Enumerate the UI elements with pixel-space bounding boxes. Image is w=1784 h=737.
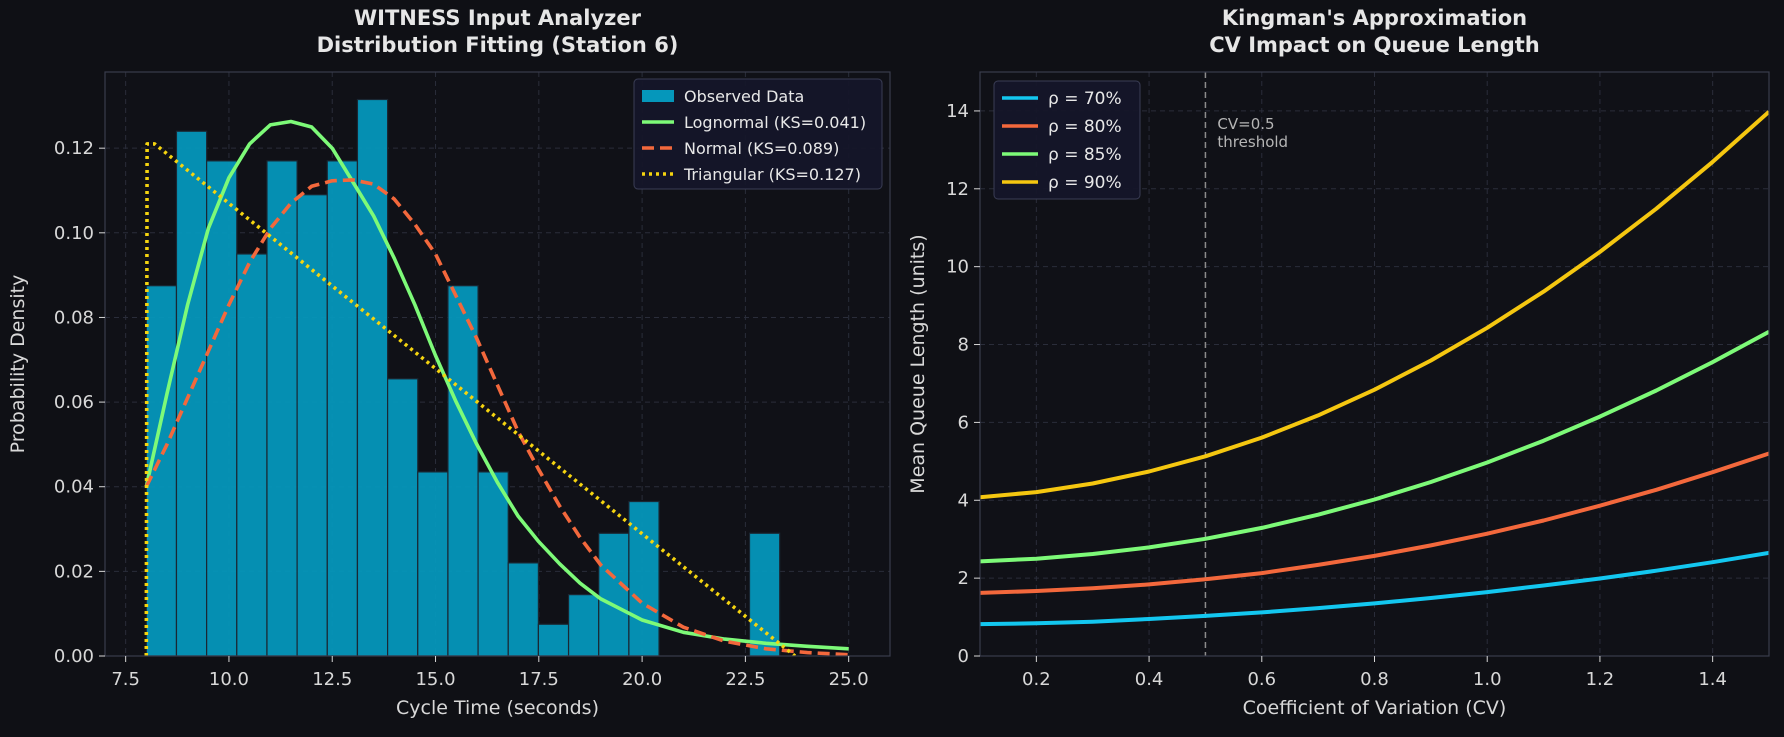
axes-frame — [104, 71, 891, 657]
histogram-bar — [236, 253, 268, 656]
y-tick-label: 0.02 — [54, 561, 94, 582]
x-tick-label: 1.2 — [1586, 669, 1615, 690]
series-line — [980, 110, 1769, 500]
histogram-bar — [296, 194, 328, 656]
series-line — [144, 119, 849, 651]
y-axis-label: Mean Queue Length (units) — [907, 234, 929, 493]
y-tick-label: 0.08 — [54, 307, 94, 328]
y-tick-label: 10 — [946, 257, 969, 278]
histogram-bar — [447, 285, 479, 656]
x-tick-label: 25.0 — [829, 669, 869, 690]
legend-label: ρ = 70% — [1048, 89, 1122, 109]
legend-label: Observed Data — [684, 87, 804, 106]
x-tick-label: 0.6 — [1247, 669, 1276, 690]
grid — [980, 72, 1769, 657]
x-tick-label: 22.5 — [725, 669, 765, 690]
legend: Observed Data Lognormal (KS=0.041) Normal … — [633, 78, 883, 190]
histogram-bar — [598, 532, 630, 656]
legend-box — [993, 80, 1141, 200]
y-tick-label: 0.10 — [54, 223, 94, 244]
histogram-bar — [175, 130, 208, 656]
series-line — [980, 451, 1769, 595]
histogram-bar — [567, 594, 600, 656]
x-tick-label: 15.0 — [415, 669, 455, 690]
x-tick-label: 12.5 — [312, 669, 352, 690]
series-line — [144, 178, 849, 656]
plot-content — [980, 72, 1769, 656]
plot-content — [144, 98, 849, 656]
x-tick-label: 17.5 — [519, 669, 559, 690]
legend-swatch — [642, 90, 674, 102]
series-line — [980, 550, 1769, 627]
x-tick-label: 0.4 — [1135, 669, 1164, 690]
y-tick-label: 2 — [958, 568, 969, 589]
histogram-bar — [326, 160, 359, 656]
y-tick-label: 6 — [958, 412, 969, 433]
x-axis-label: Coefficient of Variation (CV) — [1243, 697, 1507, 719]
y-tick-label: 4 — [958, 490, 969, 511]
chart-title: Distribution Fitting (Station 6) — [317, 33, 679, 57]
legend-label: Normal (KS=0.089) — [684, 139, 839, 158]
legend-box — [633, 78, 883, 190]
histogram-bar — [748, 532, 781, 656]
x-tick-label: 10.0 — [209, 669, 249, 690]
legend-label: Triangular (KS=0.127) — [683, 165, 861, 184]
x-tick-label: 0.8 — [1360, 669, 1389, 690]
chart-title: WITNESS Input Analyzer — [354, 6, 642, 30]
histogram-bar — [206, 160, 238, 656]
x-tick-label: 7.5 — [111, 669, 140, 690]
threshold-annotation: threshold — [1217, 133, 1288, 151]
y-tick-label: 0.06 — [54, 392, 94, 413]
legend-label: ρ = 80% — [1048, 117, 1122, 137]
histogram-bar — [628, 500, 660, 656]
histogram-bar — [417, 471, 449, 656]
histogram-bar — [537, 623, 570, 656]
y-tick-label: 0.00 — [54, 646, 94, 667]
x-tick-label: 0.2 — [1022, 669, 1051, 690]
legend-label: ρ = 85% — [1048, 145, 1122, 165]
x-axis-label: Cycle Time (seconds) — [396, 697, 599, 719]
legend: ρ = 70% ρ = 80% ρ = 85% ρ = 90% — [993, 80, 1141, 200]
y-tick-label: 0 — [958, 646, 969, 667]
legend-label: ρ = 90% — [1048, 173, 1122, 193]
legend-label: Lognormal (KS=0.041) — [684, 113, 866, 132]
y-axis-label: Probability Density — [7, 275, 29, 454]
y-tick-label: 12 — [946, 179, 969, 200]
y-tick-label: 0.12 — [54, 138, 94, 159]
distribution-fitting-chart: 7.5 10.0 12.5 15.0 17.5 20.0 22.5 25.0 0.00 0.02 0… — [7, 6, 891, 719]
histogram-bar — [387, 378, 419, 656]
histogram-bar — [507, 562, 540, 656]
chart-title: Kingman's Approximation — [1222, 6, 1527, 30]
y-tick-label: 8 — [958, 335, 969, 356]
threshold-annotation: CV=0.5 — [1217, 115, 1274, 133]
y-tick-label: 0.04 — [54, 477, 94, 498]
x-tick-label: 1.4 — [1698, 669, 1727, 690]
x-tick-label: 1.0 — [1473, 669, 1502, 690]
series-line — [980, 329, 1769, 564]
x-tick-label: 20.0 — [622, 669, 662, 690]
histogram-bar — [477, 471, 509, 656]
y-tick-label: 14 — [946, 101, 969, 122]
chart-title: CV Impact on Queue Length — [1209, 33, 1540, 57]
